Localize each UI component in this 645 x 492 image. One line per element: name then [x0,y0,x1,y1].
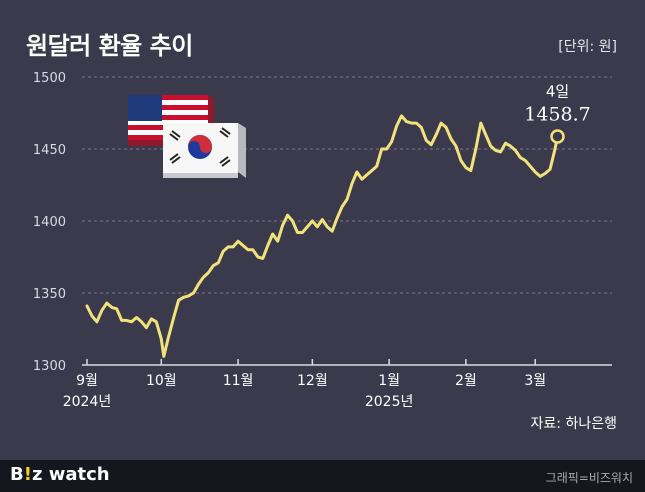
source-label: 자료: 하나은행 [530,416,617,432]
graphic-credit: 그래픽=비즈워치 [545,471,633,485]
y-tick-label: 1500 [33,71,66,86]
logo-i: ! [23,464,32,485]
flags-illustration [128,95,246,178]
x-tick-label: 9월 [76,373,98,389]
annotation-value: 1458.7 [524,103,590,125]
annotation-date: 4일 [546,82,569,100]
series-line [85,114,559,358]
x-tick-label: 10월 [146,373,177,389]
logo-b: B [10,464,24,485]
logo-watch: watch [42,464,110,485]
x-tick-label: 11월 [223,373,254,389]
end-point-marker [550,129,565,144]
y-tick-label: 1300 [33,359,66,374]
y-tick-label: 1400 [33,215,66,230]
footer-bar: B!z watch 그래픽=비즈워치 [0,460,645,492]
y-tick-label: 1350 [33,287,66,302]
x-year-label: 2024년 [63,394,112,410]
korea-flag-icon [163,123,246,178]
x-tick-label: 2월 [455,373,477,389]
x-tick-label: 12월 [297,373,328,389]
x-year-label: 2025년 [365,394,414,410]
x-tick-label: 1월 [378,373,400,389]
line-chart: 1300 1350 1400 1450 1500 9월 2024년 10월 11월 12월 1월 2… [33,71,612,410]
y-axis: 1300 1350 1400 1450 1500 [33,71,66,374]
chart-title: 원달러 환율 추이 [26,32,193,60]
unit-label: [단위: 원] [558,39,617,55]
x-tick-label: 3월 [524,373,546,389]
y-tick-label: 1450 [33,143,66,158]
logo-z: z [31,464,43,485]
x-axis: 9월 2024년 10월 11월 12월 1월 2025년 2월 3월 [63,359,546,410]
grid-lines [82,76,612,366]
bizwatch-logo: B!z watch [10,464,110,485]
